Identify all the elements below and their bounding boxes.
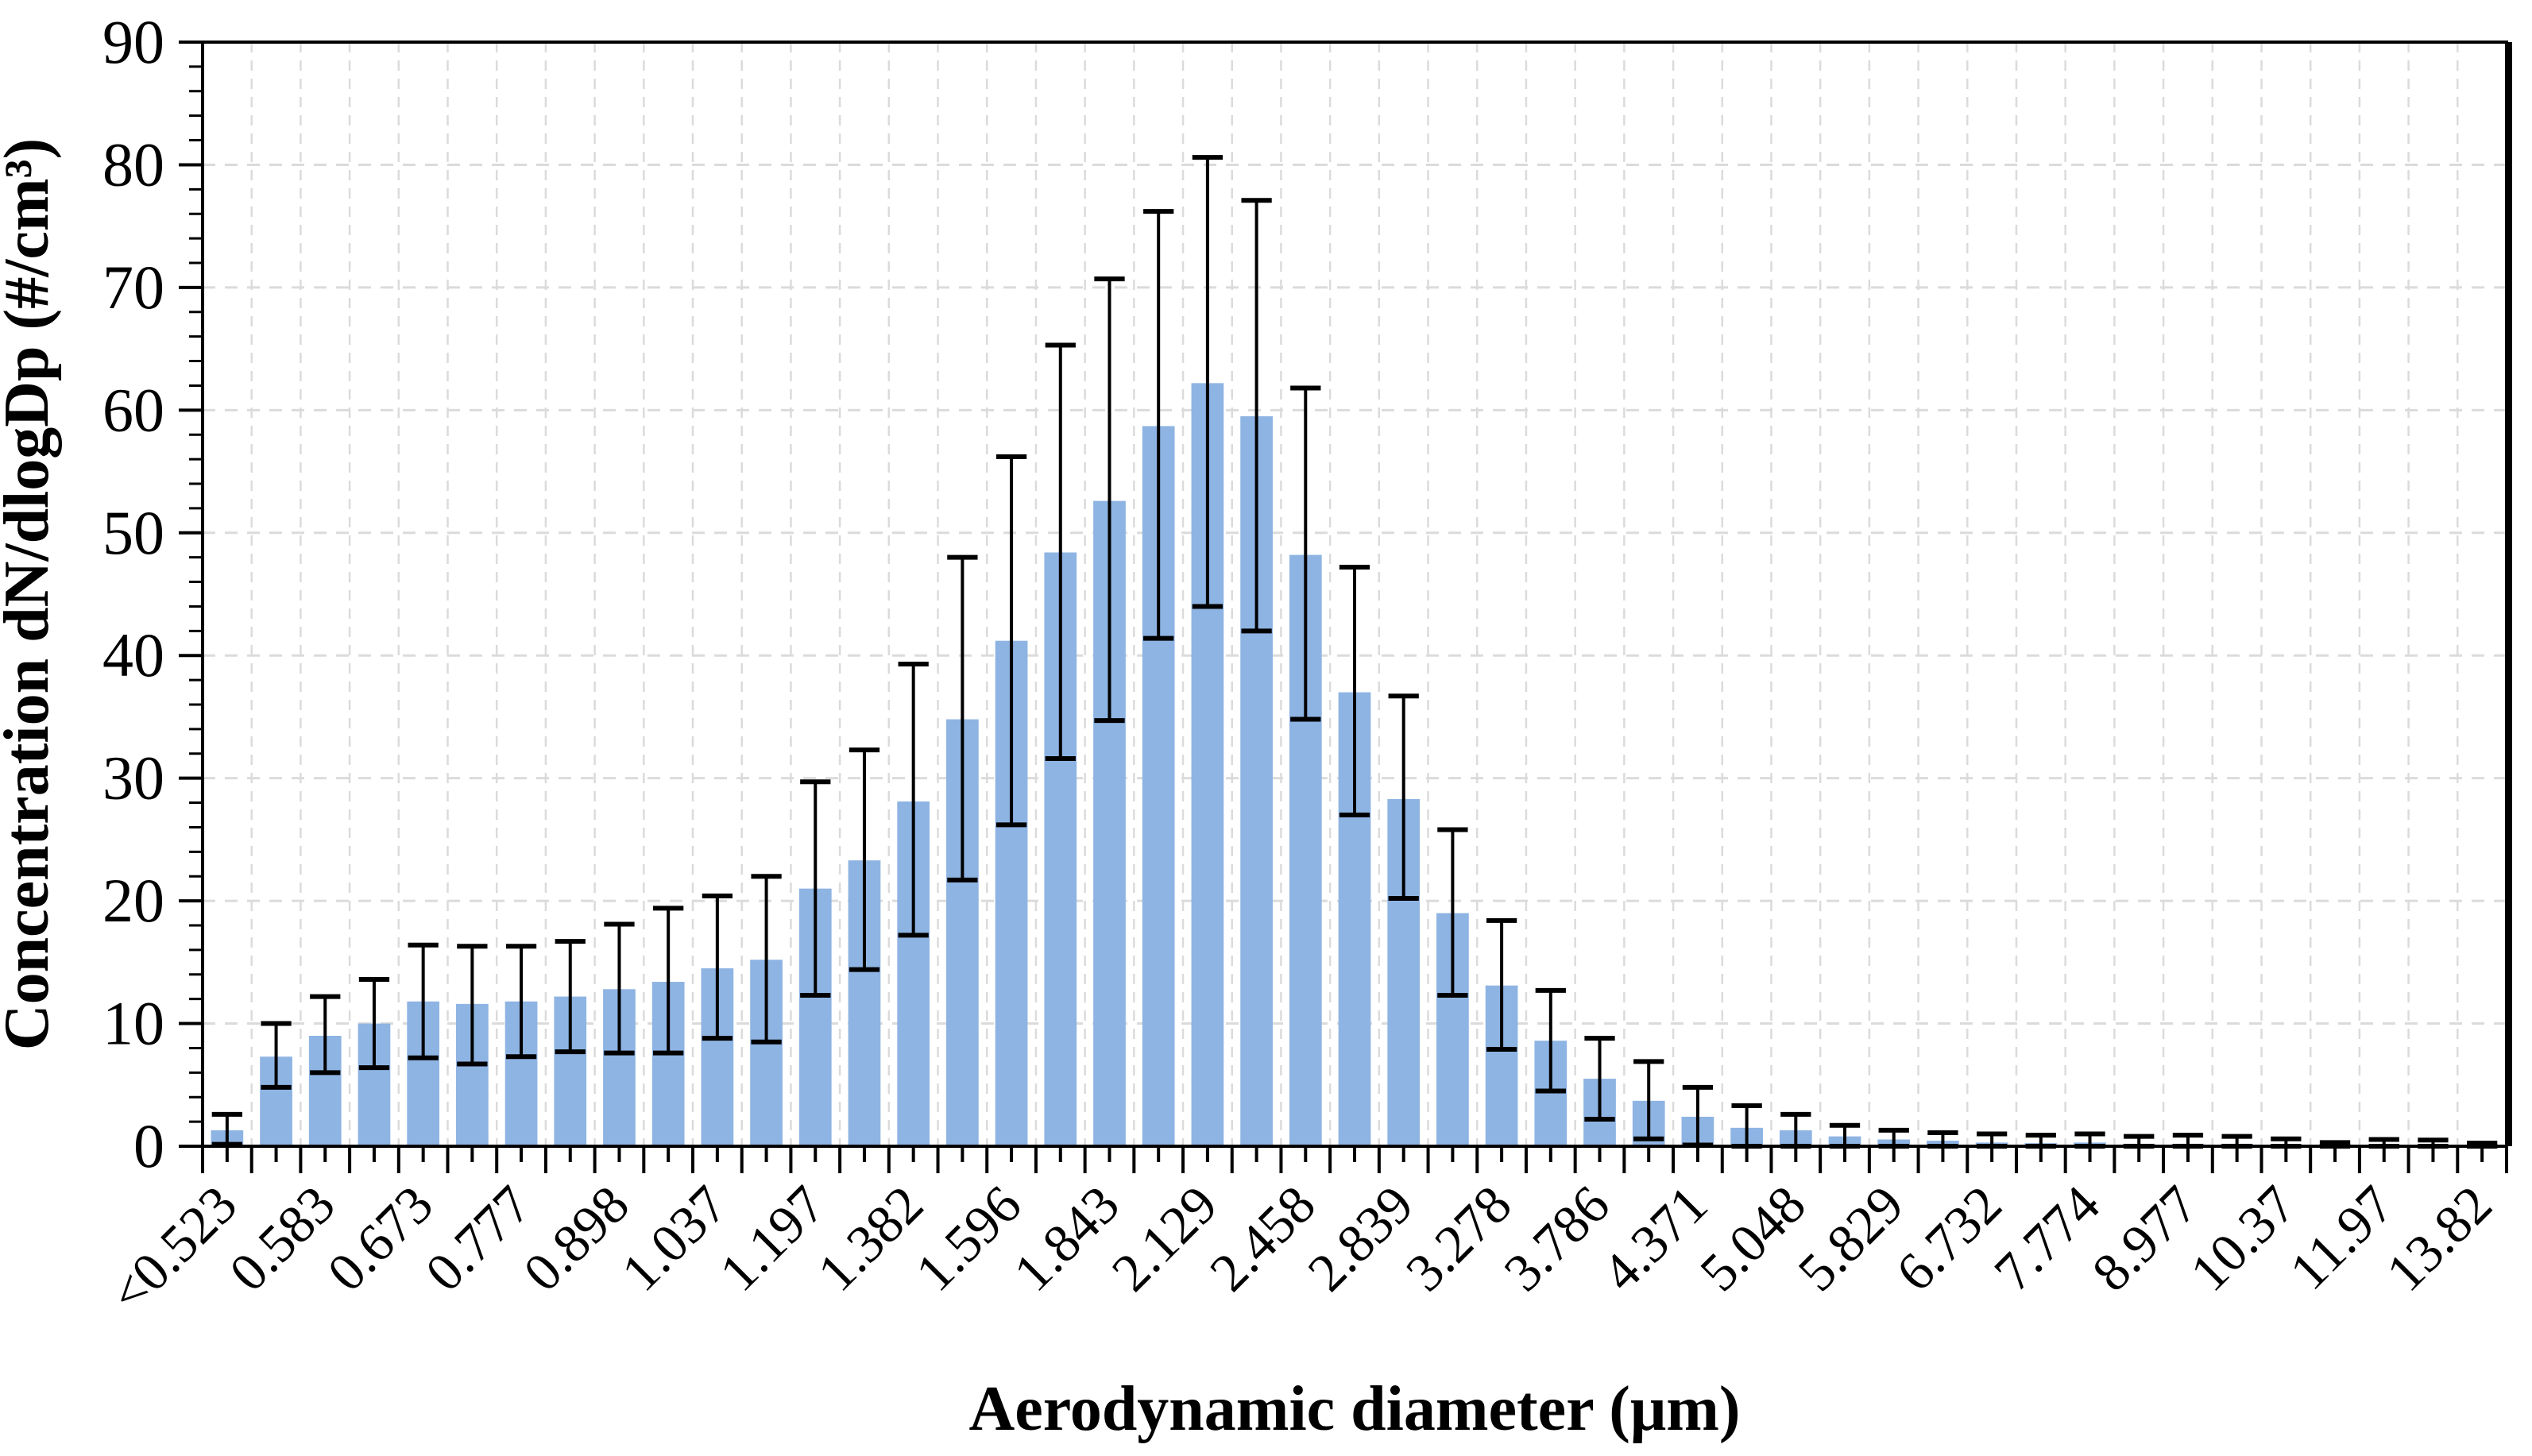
x-tick-label: 2.839 (1296, 1174, 1424, 1303)
x-tick-label: 4.371 (1591, 1174, 1719, 1303)
x-tick-label: 1.382 (806, 1174, 934, 1303)
x-tick-label: 2.458 (1198, 1174, 1327, 1303)
y-tick-label: 40 (102, 620, 164, 689)
y-tick-label: 60 (102, 375, 164, 444)
y-tick-label: 80 (102, 129, 164, 199)
y-tick-label: 90 (102, 7, 164, 76)
x-tick-label: 0.898 (512, 1174, 640, 1303)
y-tick-label: 30 (102, 743, 164, 813)
x-tick-label: 1.843 (1002, 1174, 1131, 1303)
x-axis-title: Aerodynamic diameter (μm) (968, 1374, 1740, 1444)
x-tick-label: 0.673 (315, 1174, 444, 1303)
y-axis-title: Concentration dN/dlogDp (#/cm³) (0, 138, 62, 1050)
x-tick-label: 2.129 (1100, 1174, 1229, 1303)
x-tick-label: 3.786 (1492, 1174, 1621, 1303)
x-tick-label: 10.37 (2178, 1174, 2307, 1303)
x-tick-label: 0.777 (414, 1174, 543, 1303)
x-tick-label: 7.774 (1982, 1174, 2111, 1303)
y-tick-label: 0 (133, 1111, 164, 1180)
x-tick-label: 8.977 (2081, 1174, 2209, 1303)
x-tick-label: 13.82 (2375, 1174, 2503, 1303)
y-tick-label: 50 (102, 498, 164, 567)
x-tick-label: 1.197 (708, 1174, 837, 1303)
x-tick-label: 3.278 (1394, 1174, 1523, 1303)
grid-layer (203, 42, 2507, 1146)
x-tick-label: 11.97 (2278, 1174, 2405, 1301)
y-tick-label: 70 (102, 253, 164, 322)
x-tick-label: 6.732 (1885, 1174, 2013, 1303)
y-tick-label: 10 (102, 989, 164, 1058)
x-tick-label: 5.048 (1688, 1174, 1817, 1303)
x-tick-label: 1.037 (610, 1174, 739, 1303)
x-tick-label: 5.829 (1786, 1174, 1915, 1303)
y-tick-label: 20 (102, 866, 164, 935)
axis-layer (179, 41, 2512, 1173)
x-tick-label: <0.523 (98, 1174, 248, 1324)
x-tick-label: 1.596 (904, 1174, 1033, 1303)
x-tick-label: 0.583 (218, 1174, 346, 1303)
